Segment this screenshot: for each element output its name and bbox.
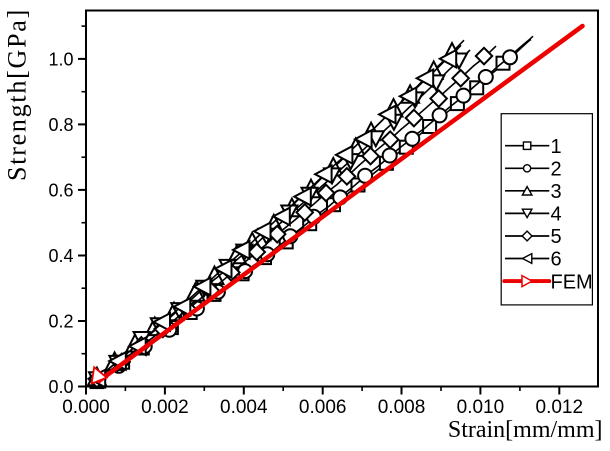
- svg-text:0.4: 0.4: [48, 246, 73, 266]
- svg-text:0.6: 0.6: [48, 181, 73, 201]
- svg-text:0.8: 0.8: [48, 115, 73, 135]
- svg-text:0.000: 0.000: [62, 397, 110, 418]
- svg-text:FEM: FEM: [551, 271, 593, 293]
- svg-text:1.0: 1.0: [48, 50, 73, 70]
- svg-text:5: 5: [551, 226, 562, 248]
- svg-text:6: 6: [551, 249, 562, 271]
- svg-text:4: 4: [551, 204, 562, 226]
- svg-text:2: 2: [551, 159, 562, 181]
- svg-text:Strain[mm/mm]: Strain[mm/mm]: [448, 417, 603, 443]
- svg-text:3: 3: [551, 181, 562, 203]
- svg-text:0.012: 0.012: [536, 397, 584, 418]
- svg-text:0.004: 0.004: [220, 397, 268, 418]
- svg-text:0.008: 0.008: [378, 397, 426, 418]
- svg-text:0.0: 0.0: [48, 377, 73, 397]
- svg-text:0.006: 0.006: [299, 397, 347, 418]
- svg-text:0.002: 0.002: [141, 397, 189, 418]
- svg-text:Strength[GPa]: Strength[GPa]: [3, 8, 32, 181]
- svg-text:1: 1: [551, 136, 562, 158]
- svg-text:0.2: 0.2: [48, 312, 73, 332]
- svg-text:0.010: 0.010: [457, 397, 505, 418]
